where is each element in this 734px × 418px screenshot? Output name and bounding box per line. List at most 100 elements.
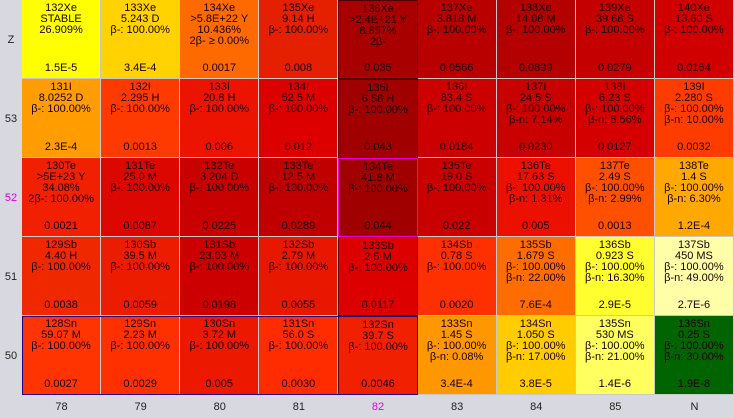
- cell-text: β-n: 21.00%: [585, 351, 645, 363]
- cell-text: 2.49 S: [598, 171, 631, 183]
- column-label: N: [690, 400, 699, 413]
- cell-text: 17.63 S: [516, 171, 555, 183]
- column-label: 85: [609, 400, 622, 413]
- cell-text: β-n: 2.99%: [588, 193, 642, 205]
- cell-text: β-: 100.00%: [110, 182, 170, 194]
- cell-text: β-: 100.00%: [505, 103, 566, 115]
- nuclide-cell[interactable]: 132Xe STABLE 26.909% 1.5E-5: [22, 0, 102, 79]
- cell-text: β-n: 17.00%: [505, 351, 566, 363]
- nuclide-cell[interactable]: 135Sn 530 MS β-: 100.00% β-n: 21.00% 1.4E-6: [575, 316, 655, 395]
- nuclide-cell[interactable]: 130Te >5E+23 Y 34.08% 2β-: 100.00% 0.0021: [22, 158, 102, 237]
- cell-text: 130Te: [46, 160, 77, 172]
- cell-text: β-n: 0.08%: [429, 351, 484, 363]
- cell-text: 25.0 M: [123, 171, 157, 183]
- cell-text: 136I: [445, 81, 468, 93]
- cell-text: β-: 100.00%: [110, 340, 170, 352]
- nuclide-cell[interactable]: 134Xe >5.8E+22 Y 10.436% 2β- ≥ 0.00% 0.0017: [180, 0, 260, 79]
- cell-text: β-n: 5.56%: [588, 114, 642, 126]
- cell-text: β-: 100.00%: [31, 261, 91, 273]
- cell-text: 1.9E-8: [677, 378, 711, 390]
- cell-text: β-: 100.00%: [664, 340, 724, 352]
- cell-text: 0.035: [364, 62, 392, 74]
- cell-text: β-: 100.00%: [110, 24, 170, 36]
- cell-text: 530 MS: [595, 329, 634, 341]
- cell-text: 0.25 S: [678, 329, 710, 341]
- cell-text: 1.2E-4: [677, 220, 711, 232]
- cell-text: 0.0566: [439, 62, 474, 74]
- cell-text: 0.022: [442, 220, 471, 232]
- cell-text: 1.679 S: [516, 250, 555, 262]
- nuclide-cell[interactable]: 137Sb 450 MS β-: 100.00% β-n: 49.00% 2.7E-6: [654, 237, 734, 316]
- cell-text: 2β-: 100.00%: [28, 193, 94, 205]
- cell-text: β-: 100.00%: [664, 103, 724, 115]
- cell-text: 137Sb: [678, 239, 710, 251]
- cell-text: 131Sb: [203, 239, 236, 251]
- cell-text: β-: 100.00%: [585, 24, 645, 36]
- cell-text: 39.5 M: [123, 250, 157, 262]
- cell-text: 0.0154: [677, 62, 711, 74]
- cell-text: β-: 100.00%: [505, 24, 566, 36]
- row-label: 53: [4, 112, 18, 125]
- cell-text: 137I: [525, 81, 547, 93]
- cell-text: 134Xe: [203, 2, 236, 14]
- cell-text: β-n: 49.00%: [664, 272, 724, 284]
- cell-text: β-: 100.00%: [505, 182, 566, 194]
- cell-text: 0.0013: [123, 141, 157, 153]
- cell-text: 0.0117: [361, 299, 395, 311]
- cell-text: 24.5 S: [519, 92, 552, 104]
- nuclide-cell[interactable]: 136Xe >2.4E+21 Y 8.857% 2β- 0.035: [338, 0, 418, 79]
- cell-text: β-: 100.00%: [426, 24, 487, 36]
- cell-text: β-: 100.00%: [189, 261, 250, 273]
- cell-text: 2β-: [369, 36, 387, 48]
- cell-text: β-: 100.00%: [268, 182, 329, 194]
- cell-text: 3.4E-4: [440, 378, 473, 390]
- cell-text: 52.5 M: [281, 92, 316, 104]
- cell-text: 2.3E-4: [44, 141, 78, 153]
- cell-text: β-: 100.00%: [31, 103, 91, 115]
- cell-text: 1.5E-5: [44, 62, 78, 74]
- cell-text: 133Sb: [362, 240, 394, 252]
- cell-text: 136Sn: [678, 318, 710, 330]
- cell-text: 10.436%: [197, 24, 241, 36]
- cell-text: β-: 100.00%: [426, 340, 487, 352]
